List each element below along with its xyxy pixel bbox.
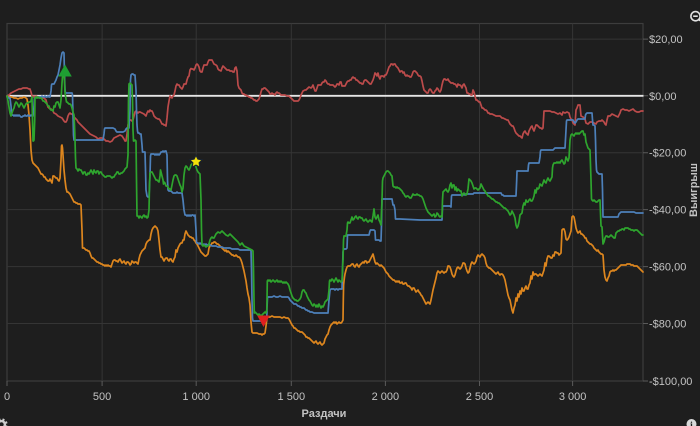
- svg-text:-$40,00: -$40,00: [649, 205, 686, 217]
- svg-text:Выигрыш: Выигрыш: [688, 163, 700, 217]
- svg-text:3 000: 3 000: [559, 391, 587, 403]
- svg-text:2 500: 2 500: [466, 391, 494, 403]
- svg-text:-$80,00: -$80,00: [649, 319, 686, 331]
- svg-text:Раздачи: Раздачи: [302, 408, 347, 420]
- svg-text:1 500: 1 500: [278, 391, 306, 403]
- svg-text:i: i: [690, 421, 693, 426]
- svg-text:500: 500: [93, 391, 111, 403]
- svg-text:$0,00: $0,00: [649, 91, 677, 103]
- svg-text:-$100,00: -$100,00: [649, 376, 692, 388]
- svg-text:-$20,00: -$20,00: [649, 148, 686, 160]
- svg-text:0: 0: [4, 391, 10, 403]
- svg-text:$20,00: $20,00: [649, 34, 683, 46]
- svg-text:1 000: 1 000: [182, 391, 210, 403]
- svg-text:2 000: 2 000: [372, 391, 400, 403]
- svg-text:-$60,00: -$60,00: [649, 262, 686, 274]
